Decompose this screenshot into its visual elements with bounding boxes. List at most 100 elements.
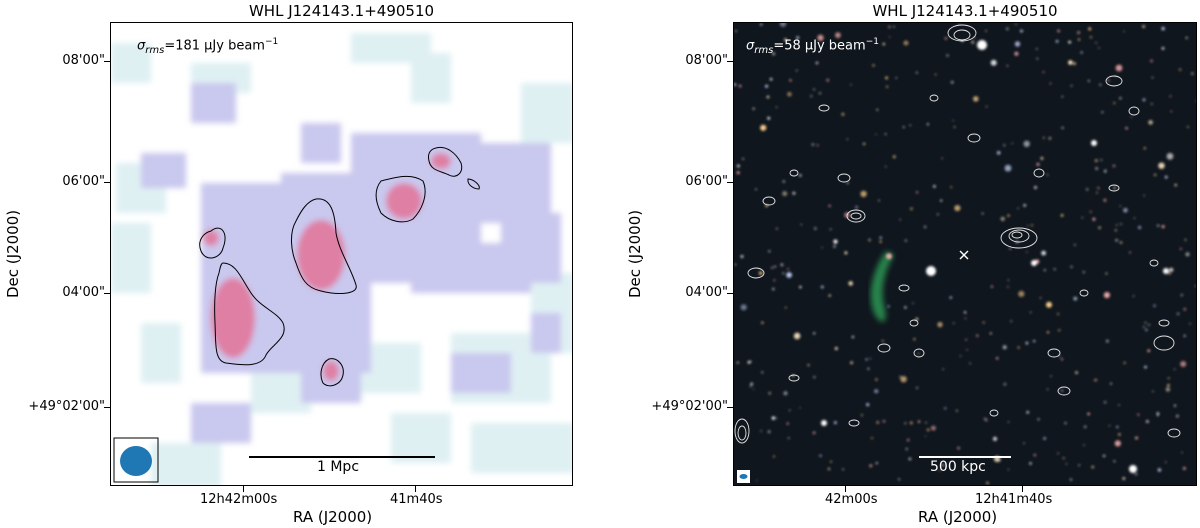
star bbox=[1003, 144, 1006, 147]
star bbox=[950, 80, 954, 84]
star bbox=[784, 38, 787, 42]
star bbox=[876, 108, 879, 111]
star bbox=[958, 23, 961, 25]
star bbox=[1058, 329, 1061, 332]
star bbox=[760, 124, 767, 131]
right-ytick-label: 06'00" bbox=[685, 174, 728, 189]
star bbox=[740, 255, 744, 258]
star bbox=[1144, 365, 1147, 369]
star bbox=[799, 174, 802, 177]
left-x-axis-label: RA (J2000) bbox=[293, 508, 373, 526]
star bbox=[817, 34, 824, 41]
star bbox=[736, 164, 740, 168]
star bbox=[775, 106, 778, 109]
star bbox=[1087, 412, 1090, 416]
star bbox=[1034, 186, 1037, 189]
left-ytick bbox=[104, 182, 110, 183]
star bbox=[796, 332, 799, 336]
star bbox=[1157, 414, 1159, 417]
star bbox=[1133, 217, 1136, 219]
star bbox=[755, 188, 757, 191]
star bbox=[1143, 147, 1146, 150]
star bbox=[1018, 290, 1025, 297]
star bbox=[868, 238, 871, 242]
star bbox=[1143, 326, 1145, 328]
star bbox=[749, 385, 752, 388]
star bbox=[761, 321, 764, 324]
star bbox=[1046, 174, 1049, 176]
star bbox=[1168, 271, 1172, 275]
star bbox=[912, 302, 914, 305]
star bbox=[1169, 95, 1172, 98]
star bbox=[930, 425, 936, 431]
star bbox=[833, 245, 836, 248]
star bbox=[1156, 412, 1160, 415]
star bbox=[1065, 463, 1068, 465]
star bbox=[926, 428, 930, 432]
star bbox=[846, 181, 849, 185]
star bbox=[1103, 292, 1110, 299]
star bbox=[789, 79, 792, 82]
right-sigma-label: σrms=58 μJy beam−1 bbox=[746, 37, 879, 56]
star bbox=[1134, 472, 1138, 476]
left-ytick-label: +49°02'00" bbox=[28, 399, 105, 414]
star bbox=[735, 30, 737, 32]
star bbox=[1003, 382, 1007, 386]
star bbox=[851, 335, 855, 339]
star bbox=[1165, 387, 1171, 392]
star bbox=[1042, 71, 1045, 73]
star bbox=[982, 321, 985, 324]
star bbox=[944, 37, 948, 40]
star bbox=[811, 143, 815, 146]
star bbox=[969, 362, 971, 365]
star bbox=[933, 185, 936, 188]
star bbox=[1064, 422, 1067, 425]
star bbox=[871, 437, 873, 439]
stars bbox=[734, 23, 1196, 485]
star bbox=[1055, 40, 1059, 43]
right-ytick-label: 08'00" bbox=[685, 53, 728, 68]
star bbox=[1089, 36, 1093, 39]
star bbox=[773, 279, 776, 282]
star bbox=[1180, 361, 1187, 367]
star bbox=[1123, 30, 1125, 33]
star bbox=[1113, 102, 1116, 105]
star bbox=[827, 467, 831, 471]
star bbox=[784, 306, 787, 309]
star bbox=[899, 375, 902, 378]
star bbox=[878, 199, 880, 202]
star bbox=[964, 317, 967, 320]
star bbox=[1112, 164, 1116, 168]
star bbox=[775, 227, 778, 230]
star bbox=[1068, 40, 1071, 44]
star bbox=[1158, 162, 1165, 169]
right-ytick bbox=[727, 407, 733, 408]
right-optical-image: σrms=58 μJy beam−1 500 kpc bbox=[733, 22, 1197, 486]
star bbox=[818, 92, 822, 95]
star bbox=[760, 430, 763, 432]
star bbox=[860, 190, 867, 198]
star bbox=[867, 367, 870, 370]
left-xtick-label: 12h42m00s bbox=[200, 492, 278, 507]
star bbox=[1185, 36, 1188, 39]
star bbox=[1061, 389, 1063, 392]
star bbox=[1073, 296, 1078, 301]
star bbox=[934, 73, 937, 76]
star bbox=[1104, 170, 1107, 173]
star bbox=[989, 332, 992, 335]
bright-star bbox=[977, 40, 987, 50]
star bbox=[796, 36, 800, 39]
star bbox=[1033, 453, 1036, 457]
star bbox=[812, 431, 816, 435]
star bbox=[971, 40, 975, 44]
star bbox=[915, 71, 918, 74]
star bbox=[875, 462, 878, 465]
star bbox=[1007, 468, 1010, 471]
star bbox=[1062, 457, 1065, 460]
star bbox=[1114, 229, 1117, 232]
bright-star bbox=[1091, 140, 1097, 146]
star bbox=[942, 368, 944, 370]
star bbox=[879, 240, 882, 243]
star bbox=[1023, 442, 1025, 444]
star bbox=[1023, 204, 1027, 207]
